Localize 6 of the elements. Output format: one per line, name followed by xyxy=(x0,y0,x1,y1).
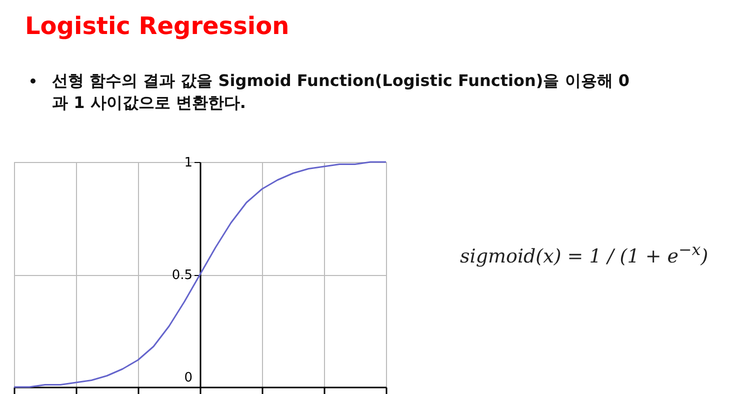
y-tick-label: 0.5 xyxy=(172,268,192,283)
y-tick-label: 1 xyxy=(184,156,192,170)
chart-title: Logistic Regression xyxy=(25,12,290,40)
y-tick-label: 0 xyxy=(184,370,192,386)
chart-subtitle: 선형 함수의 결과 값을 Sigmoid Function(Logistic Function)을 이용해 0과 1 사이값으로 변환한다. xyxy=(52,70,630,114)
text: sigmoid(x) = 1 / (1 + e$^{−x}$) xyxy=(460,240,708,268)
